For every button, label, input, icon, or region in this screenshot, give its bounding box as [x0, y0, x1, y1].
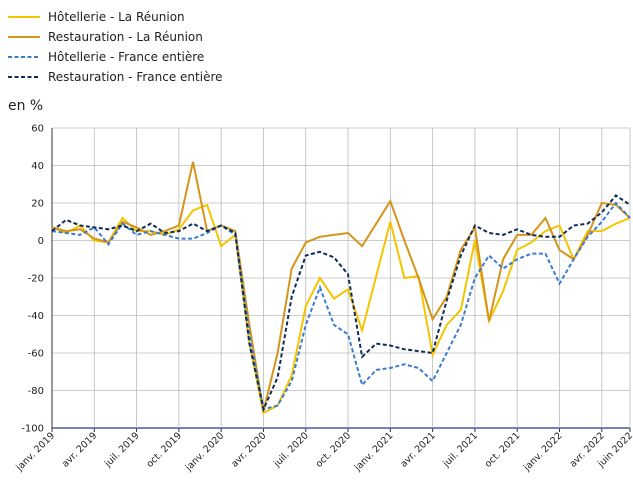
- x-tick-label: oct. 2021: [483, 430, 523, 470]
- legend-label: Hôtellerie - France entière: [48, 50, 204, 64]
- x-tick-label: janv. 2019: [14, 430, 58, 474]
- series-line: [51, 203, 631, 415]
- y-tick-label: -80: [28, 386, 44, 397]
- y-tick-label: 40: [31, 161, 44, 172]
- x-tick-label: janv. 2020: [183, 430, 227, 474]
- y-tick-label: -100: [21, 424, 44, 435]
- y-tick-label: 0: [38, 236, 44, 247]
- y-tick-label: -60: [28, 349, 44, 360]
- legend-label: Restauration - La Réunion: [48, 30, 203, 44]
- series-line: [51, 194, 631, 413]
- x-tick-label: janv. 2021: [352, 430, 396, 474]
- series-line: [51, 201, 631, 411]
- x-tick-label: oct. 2019: [144, 430, 184, 470]
- x-tick-label: oct. 2020: [314, 430, 354, 470]
- legend-label: Hôtellerie - La Réunion: [48, 10, 185, 24]
- legend-label: Restauration - France entière: [48, 70, 223, 84]
- series-line: [51, 161, 631, 412]
- y-tick-label: -20: [28, 274, 44, 285]
- y-tick-label: 20: [31, 199, 44, 210]
- y-tick-label: -40: [28, 311, 44, 322]
- x-tick-label: avr. 2019: [60, 430, 99, 469]
- x-tick-label: juil. 2019: [102, 430, 142, 470]
- x-tick-label: juil. 2020: [271, 430, 311, 470]
- x-tick-label: janv. 2022: [521, 430, 565, 474]
- x-tick-label: avr. 2020: [229, 430, 268, 469]
- y-tick-label: 60: [31, 124, 44, 135]
- x-tick-label: juil. 2021: [440, 430, 480, 470]
- y-axis-label: en %: [8, 98, 43, 114]
- x-tick-label: avr. 2021: [398, 430, 437, 469]
